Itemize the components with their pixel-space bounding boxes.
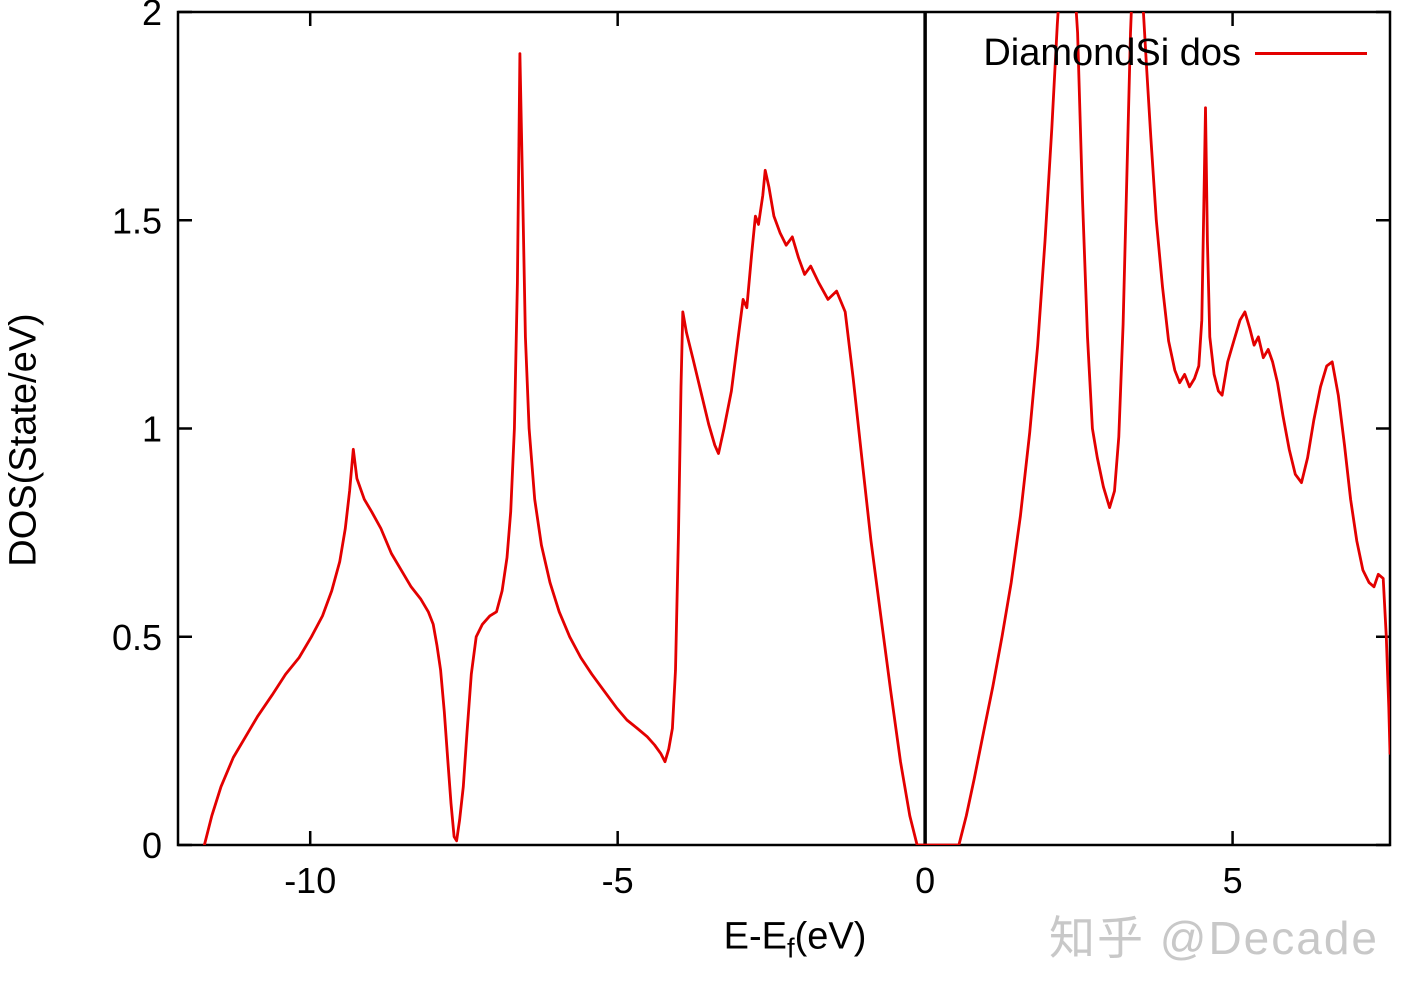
x-tick-label: 5 [1223, 860, 1243, 901]
plot-border [176, 10, 1392, 847]
y-tick-label: 1 [142, 409, 162, 450]
watermark: 知乎 @Decade [1048, 912, 1379, 964]
x-axis-title-main: E-E [723, 915, 787, 958]
dos-curve [202, 12, 1390, 845]
y-tick-label: 0 [142, 825, 162, 866]
x-tick-label: 0 [915, 860, 935, 901]
legend: DiamondSi dos [983, 32, 1367, 75]
y-tick-label: 0.5 [112, 617, 162, 658]
legend-label: DiamondSi dos [983, 32, 1241, 74]
x-axis-title: E-Ef(eV) [724, 916, 867, 965]
x-axis-title-sub: f [786, 932, 795, 964]
y-tick-label: 1.5 [112, 200, 162, 241]
x-tick-label: -10 [284, 860, 336, 901]
y-tick-label: 2 [142, 0, 162, 33]
y-axis-title: DOS(State/eV) [3, 313, 46, 566]
x-axis-title-suffix: (eV) [794, 915, 867, 958]
x-tick-label: -5 [602, 860, 634, 901]
legend-color-line [1255, 52, 1367, 55]
y-axis-title-text: DOS(State/eV) [2, 313, 45, 567]
